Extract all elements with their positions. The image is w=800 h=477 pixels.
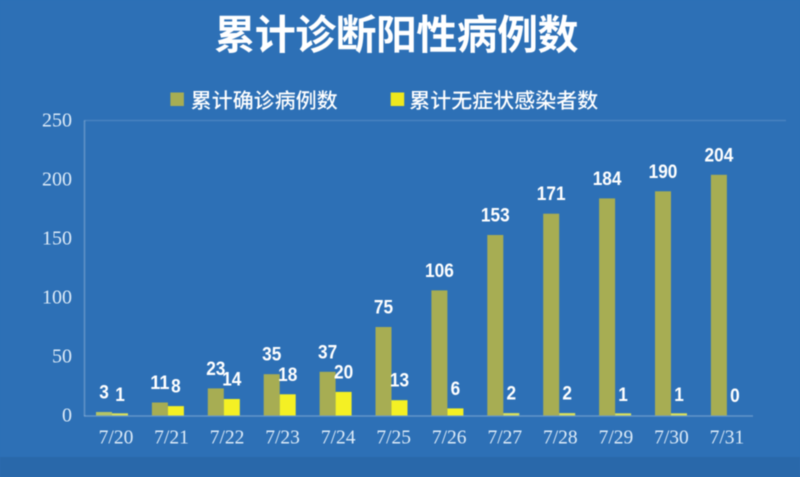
svg-text:7/22: 7/22 [210,428,245,449]
svg-text:153: 153 [481,206,510,227]
svg-text:171: 171 [537,184,566,205]
svg-text:14: 14 [222,370,242,391]
svg-text:3: 3 [99,383,109,404]
svg-text:0: 0 [62,405,72,427]
svg-text:37: 37 [318,342,337,363]
svg-text:2: 2 [507,384,517,405]
svg-text:200: 200 [42,169,72,191]
svg-text:106: 106 [425,261,454,282]
svg-text:0: 0 [730,386,740,407]
svg-text:1: 1 [618,385,628,406]
svg-text:1: 1 [674,385,684,406]
svg-text:100: 100 [42,287,72,309]
svg-text:13: 13 [390,371,409,392]
svg-text:7/20: 7/20 [99,428,134,449]
svg-text:7/24: 7/24 [321,428,356,449]
svg-text:184: 184 [593,169,622,190]
svg-text:7/31: 7/31 [710,428,745,449]
svg-text:6: 6 [451,379,461,400]
svg-text:50: 50 [52,346,72,368]
svg-text:8: 8 [171,377,181,398]
svg-text:7/21: 7/21 [154,428,189,449]
svg-text:75: 75 [374,298,394,319]
svg-text:1: 1 [115,385,125,406]
svg-text:11: 11 [150,373,170,394]
svg-text:204: 204 [705,145,734,166]
svg-text:7/25: 7/25 [376,428,411,449]
svg-text:2: 2 [562,384,572,405]
svg-text:23: 23 [206,359,225,380]
svg-text:7/30: 7/30 [654,428,689,449]
svg-text:150: 150 [42,228,72,250]
svg-text:190: 190 [649,162,678,183]
svg-text:250: 250 [42,110,72,132]
svg-text:7/28: 7/28 [543,428,578,449]
svg-text:7/29: 7/29 [599,428,634,449]
svg-text:20: 20 [334,362,353,383]
svg-text:7/26: 7/26 [432,428,467,449]
svg-text:18: 18 [278,365,297,386]
svg-text:7/23: 7/23 [265,428,300,449]
svg-text:7/27: 7/27 [487,428,522,449]
svg-text:35: 35 [262,345,282,366]
